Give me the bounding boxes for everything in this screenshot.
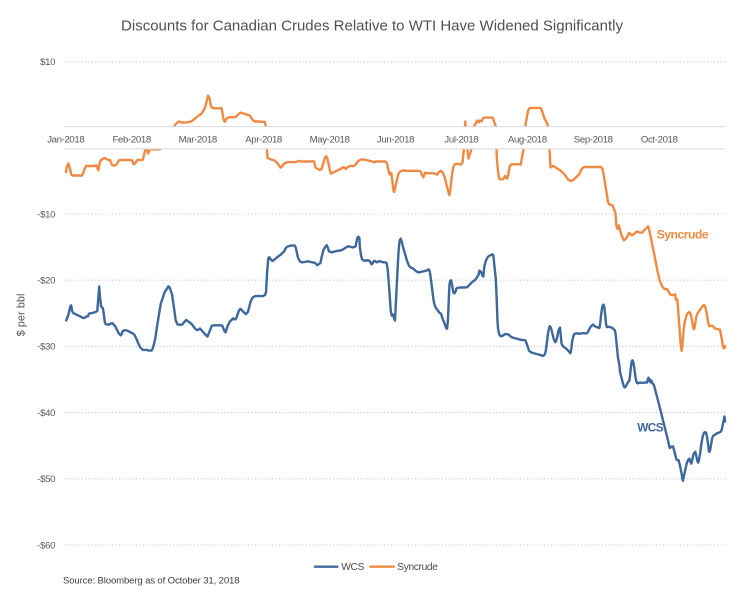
svg-text:-$60: -$60 xyxy=(37,540,55,551)
svg-text:-$50: -$50 xyxy=(37,474,55,485)
svg-text:WCS: WCS xyxy=(341,562,364,573)
svg-text:-$40: -$40 xyxy=(37,408,55,419)
svg-text:-$10: -$10 xyxy=(37,209,55,220)
svg-text:Syncrude: Syncrude xyxy=(397,562,438,573)
svg-text:-$20: -$20 xyxy=(37,276,55,287)
svg-text:Source: Bloomberg as of Octobe: Source: Bloomberg as of October 31, 2018 xyxy=(63,576,239,587)
svg-text:Jul-2018: Jul-2018 xyxy=(444,135,478,146)
svg-text:Aug-2018: Aug-2018 xyxy=(508,135,547,146)
svg-text:$ per bbl: $ per bbl xyxy=(16,294,28,337)
svg-text:$10: $10 xyxy=(40,57,55,68)
svg-text:Jan-2018: Jan-2018 xyxy=(47,135,84,146)
svg-text:Oct-2018: Oct-2018 xyxy=(641,135,678,146)
svg-text:Jun-2018: Jun-2018 xyxy=(377,135,414,146)
svg-text:Mar-2018: Mar-2018 xyxy=(179,135,217,146)
svg-text:Sep-2018: Sep-2018 xyxy=(574,135,613,146)
svg-text:WCS: WCS xyxy=(637,420,664,434)
svg-text:Feb-2018: Feb-2018 xyxy=(113,135,151,146)
svg-text:Syncrude: Syncrude xyxy=(657,228,709,242)
svg-text:Discounts for Canadian Crudes: Discounts for Canadian Crudes Relative t… xyxy=(121,18,623,35)
svg-text:May-2018: May-2018 xyxy=(310,135,350,146)
svg-text:-$30: -$30 xyxy=(37,342,55,353)
svg-text:Apr-2018: Apr-2018 xyxy=(245,135,282,146)
